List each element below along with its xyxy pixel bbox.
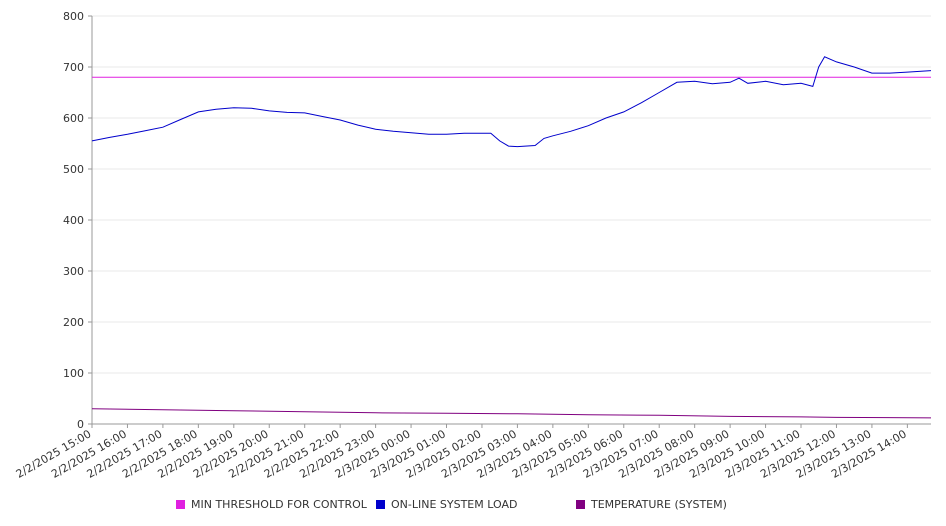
- legend-swatch: [376, 500, 385, 509]
- y-tick-label: 700: [63, 61, 84, 74]
- legend-item[interactable]: ON-LINE SYSTEM LOAD: [376, 498, 517, 511]
- y-axis-tick-labels: 0 100 200 300 400 500 600 700 800: [63, 10, 84, 431]
- legend-swatch: [176, 500, 185, 509]
- y-tick-label: 400: [63, 214, 84, 227]
- legend-swatch: [576, 500, 585, 509]
- series-line-2: [91, 56, 932, 148]
- legend-label: MIN THRESHOLD FOR CONTROL: [191, 498, 367, 511]
- x-axis-tick-labels: 2/2/2025 15:002/2/2025 16:002/2/2025 17:…: [14, 424, 909, 481]
- series-line-3: [91, 408, 932, 419]
- y-tick-label: 500: [63, 163, 84, 176]
- legend-label: TEMPERATURE (SYSTEM): [591, 498, 727, 511]
- chart-legend: MIN THRESHOLD FOR CONTROL ON-LINE SYSTEM …: [0, 498, 946, 514]
- y-tick-label: 200: [63, 316, 84, 329]
- axes: [91, 16, 931, 425]
- grid-lines: [88, 15, 931, 425]
- y-tick-label: 600: [63, 112, 84, 125]
- y-tick-label: 100: [63, 367, 84, 380]
- legend-item[interactable]: TEMPERATURE (SYSTEM): [576, 498, 727, 511]
- series-lines: [91, 56, 932, 419]
- y-tick-label: 300: [63, 265, 84, 278]
- y-tick-label: 800: [63, 10, 84, 23]
- legend-item[interactable]: MIN THRESHOLD FOR CONTROL: [176, 498, 367, 511]
- legend-label: ON-LINE SYSTEM LOAD: [391, 498, 518, 511]
- y-tick-label: 0: [77, 418, 84, 431]
